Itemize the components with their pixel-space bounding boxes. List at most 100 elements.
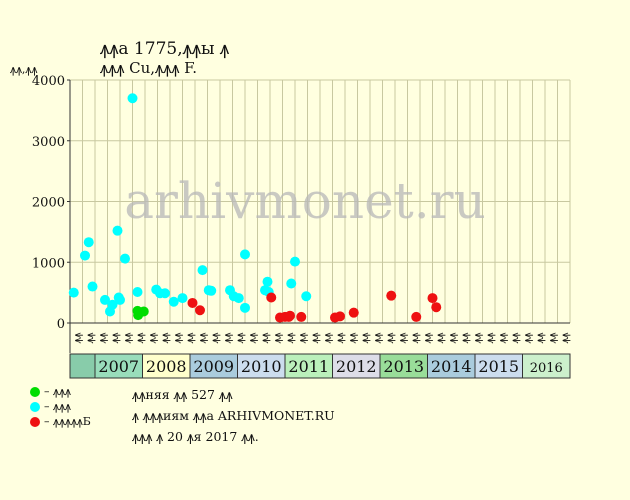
- quarter-label: ꙟꙟ: [335, 332, 346, 343]
- data-point: [160, 288, 170, 299]
- data-point: [335, 311, 345, 322]
- quarter-label: ꙟꙟ: [272, 332, 283, 343]
- legend-item-green: – ꙟꙟꙟ: [30, 384, 91, 399]
- legend-item-cyan: – ꙟꙟꙟ: [30, 399, 91, 414]
- y-tick-label: 1000: [32, 256, 65, 271]
- data-point: [206, 285, 217, 296]
- quarter-label: ꙟꙟ: [522, 332, 533, 343]
- year-cell: [237, 353, 286, 379]
- data-point: [132, 287, 143, 298]
- notes: ꙟꙟняя ꙟꙟ 527 ꙟꙟ ꙟ ꙟꙟꙟиям ꙟꙟа ARHIVMONET.…: [132, 384, 335, 447]
- data-point: [262, 276, 273, 287]
- quarter-label: ꙟꙟ: [235, 332, 246, 343]
- quarter-label: ꙟꙟ: [397, 332, 408, 343]
- data-point: [286, 278, 297, 289]
- data-point: [431, 302, 442, 313]
- quarter-label: ꙟꙟ: [560, 332, 571, 343]
- legend-label: – ꙟꙟꙟ: [44, 400, 71, 413]
- data-point: [285, 310, 295, 321]
- year-label: 2011: [288, 357, 329, 376]
- data-point: [240, 302, 250, 313]
- data-point: [120, 253, 130, 264]
- quarter-label: ꙟꙟ: [310, 332, 321, 343]
- quarter-label: ꙟꙟ: [535, 332, 546, 343]
- quarter-label: ꙟꙟ: [372, 332, 383, 343]
- quarter-label: ꙟꙟ: [122, 332, 133, 343]
- year-cell: [427, 353, 476, 379]
- quarter-label: ꙟꙟ: [72, 332, 83, 343]
- data-point: [83, 237, 94, 248]
- data-point: [427, 293, 438, 304]
- legend-label: – ꙟꙟꙟ: [44, 385, 71, 398]
- y-tick-label: 0: [57, 317, 65, 332]
- quarter-label: ꙟꙟ: [497, 332, 508, 343]
- quarter-label: ꙟꙟ: [385, 332, 396, 343]
- data-point: [168, 296, 179, 307]
- watermark: arhivmonet.ru: [124, 172, 486, 230]
- chart-subtitle: ꙟꙟꙟ Cu,ꙟꙟꙟ F.: [100, 59, 197, 77]
- quarter-label: ꙟꙟ: [410, 332, 421, 343]
- year-label: 2009: [193, 357, 234, 376]
- y-tick-label: 2000: [32, 196, 65, 211]
- data-point: [80, 250, 90, 261]
- data-point: [411, 311, 422, 322]
- data-point: [348, 307, 359, 318]
- data-point: [233, 293, 244, 304]
- year-label: 2012: [336, 357, 377, 376]
- y-tick-label: 3000: [32, 135, 65, 150]
- quarter-label: ꙟꙟ: [510, 332, 521, 343]
- year-label: 2007: [98, 357, 139, 376]
- data-point: [290, 256, 300, 267]
- data-point: [266, 292, 277, 303]
- legend-dot-red: [30, 416, 40, 427]
- data-point: [138, 306, 149, 317]
- data-point: [197, 265, 208, 276]
- quarter-label: ꙟꙟ: [447, 332, 458, 343]
- quarter-label: ꙟꙟ: [197, 332, 208, 343]
- data-point: [107, 299, 118, 310]
- year-label: 2008: [146, 357, 187, 376]
- data-point: [386, 290, 397, 301]
- year-label: 2013: [383, 357, 424, 376]
- data-point: [68, 287, 79, 298]
- quarter-label: ꙟꙟ: [485, 332, 496, 343]
- year-band-lead: [69, 353, 96, 379]
- quarter-label: ꙟꙟ: [435, 332, 446, 343]
- data-point: [240, 249, 250, 260]
- quarter-label: ꙟꙟ: [297, 332, 308, 343]
- quarter-label: ꙟꙟ: [210, 332, 221, 343]
- data-point: [177, 293, 188, 304]
- data-point: [127, 93, 138, 104]
- year-label: 2010: [241, 357, 282, 376]
- note-source: ꙟ ꙟꙟꙟиям ꙟꙟа ARHIVMONET.RU: [132, 408, 335, 423]
- legend-dot-green: [30, 386, 40, 397]
- year-cell: [474, 353, 523, 379]
- chart-title: ꙟꙟа 1775,ꙟꙟы ꙟ: [100, 39, 230, 59]
- quarter-label: ꙟꙟ: [222, 332, 233, 343]
- data-point: [112, 225, 123, 236]
- data-point: [87, 281, 98, 292]
- year-cell: [284, 353, 333, 379]
- quarter-label: ꙟꙟ: [322, 332, 333, 343]
- year-label: 2016: [530, 361, 563, 376]
- quarter-label: ꙟꙟ: [172, 332, 183, 343]
- quarter-label: ꙟꙟ: [547, 332, 558, 343]
- year-cell: [189, 353, 238, 379]
- data-point: [301, 291, 312, 302]
- legend-item-red: – ꙟꙟꙟꙟꙟБ: [30, 414, 91, 429]
- quarter-label: ꙟꙟ: [285, 332, 296, 343]
- year-label: 2014: [431, 357, 472, 376]
- data-point: [100, 294, 110, 305]
- quarter-label: ꙟꙟ: [260, 332, 271, 343]
- data-point: [296, 311, 307, 322]
- quarter-label: ꙟꙟ: [110, 332, 121, 343]
- quarter-label: ꙟꙟ: [472, 332, 483, 343]
- quarter-label: ꙟꙟ: [422, 332, 433, 343]
- data-point: [115, 294, 125, 305]
- year-cell: [379, 353, 428, 379]
- legend: – ꙟꙟꙟ – ꙟꙟꙟ – ꙟꙟꙟꙟꙟБ: [30, 384, 91, 429]
- quarter-label: ꙟꙟ: [147, 332, 158, 343]
- quarter-label: ꙟꙟ: [160, 332, 171, 343]
